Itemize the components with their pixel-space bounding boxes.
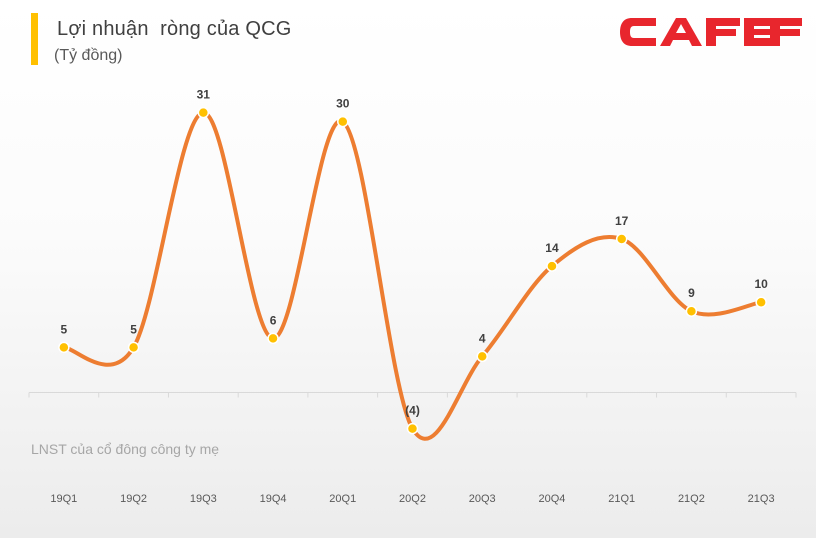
data-point-19Q2 xyxy=(127,341,140,354)
x-tick-label-21Q1: 21Q1 xyxy=(608,493,635,505)
chart-subtitle: (Tỷ đồng) xyxy=(54,47,123,64)
footnote: LNST của cổ đông công ty mẹ xyxy=(31,441,220,457)
data-point-20Q1 xyxy=(337,115,349,128)
data-label-19Q4: 6 xyxy=(270,313,277,327)
x-tick-label-21Q3: 21Q3 xyxy=(748,493,775,505)
x-tick-label-20Q3: 20Q3 xyxy=(469,493,496,505)
cafef-logo-icon xyxy=(620,18,804,46)
x-tick-label-20Q2: 20Q2 xyxy=(399,493,426,505)
data-label-20Q1: 30 xyxy=(336,97,350,111)
data-point-21Q2 xyxy=(685,305,698,317)
x-tick-label-19Q4: 19Q4 xyxy=(260,493,287,505)
data-markers xyxy=(58,106,767,435)
data-point-21Q1 xyxy=(615,233,628,245)
data-point-20Q4 xyxy=(546,260,558,272)
x-tick-label-21Q2: 21Q2 xyxy=(678,493,705,505)
x-tick-label-20Q4: 20Q4 xyxy=(538,493,565,505)
x-tick-label-19Q3: 19Q3 xyxy=(190,493,217,505)
x-tick-label-20Q1: 20Q1 xyxy=(329,493,356,505)
data-label-20Q2: (4) xyxy=(405,404,420,418)
x-axis xyxy=(28,392,797,398)
data-point-19Q1 xyxy=(58,341,70,354)
data-point-19Q4 xyxy=(267,332,279,345)
data-point-20Q2 xyxy=(406,422,419,435)
x-tick-label-19Q2: 19Q2 xyxy=(120,493,147,505)
data-label-20Q4: 14 xyxy=(545,241,559,255)
data-label-21Q1: 17 xyxy=(615,214,629,228)
data-label-19Q3: 31 xyxy=(197,88,211,102)
data-label-20Q3: 4 xyxy=(479,331,486,345)
data-point-19Q3 xyxy=(197,106,210,119)
data-label-21Q2: 9 xyxy=(688,286,695,300)
data-labels: 5 5 31 6 30 (4) 4 14 17 9 10 xyxy=(61,88,769,418)
data-point-20Q3 xyxy=(476,350,488,363)
cafef-logo xyxy=(620,16,804,53)
x-tick-labels: 19Q1 19Q2 19Q3 19Q4 20Q1 20Q2 20Q3 20Q4 21Q1 21Q2… xyxy=(50,493,774,505)
data-point-21Q3 xyxy=(755,296,767,308)
data-label-21Q3: 10 xyxy=(754,277,768,291)
x-tick-label-19Q1: 19Q1 xyxy=(50,493,77,505)
chart-title: Lợi nhuận ròng của QCG xyxy=(57,18,292,40)
series-line-layer xyxy=(61,110,764,441)
data-label-19Q2: 5 xyxy=(130,322,137,336)
title-accent-bar xyxy=(31,13,38,65)
data-label-19Q1: 5 xyxy=(61,322,68,336)
cafef-logo-letters xyxy=(620,18,804,46)
series-line xyxy=(61,110,764,441)
